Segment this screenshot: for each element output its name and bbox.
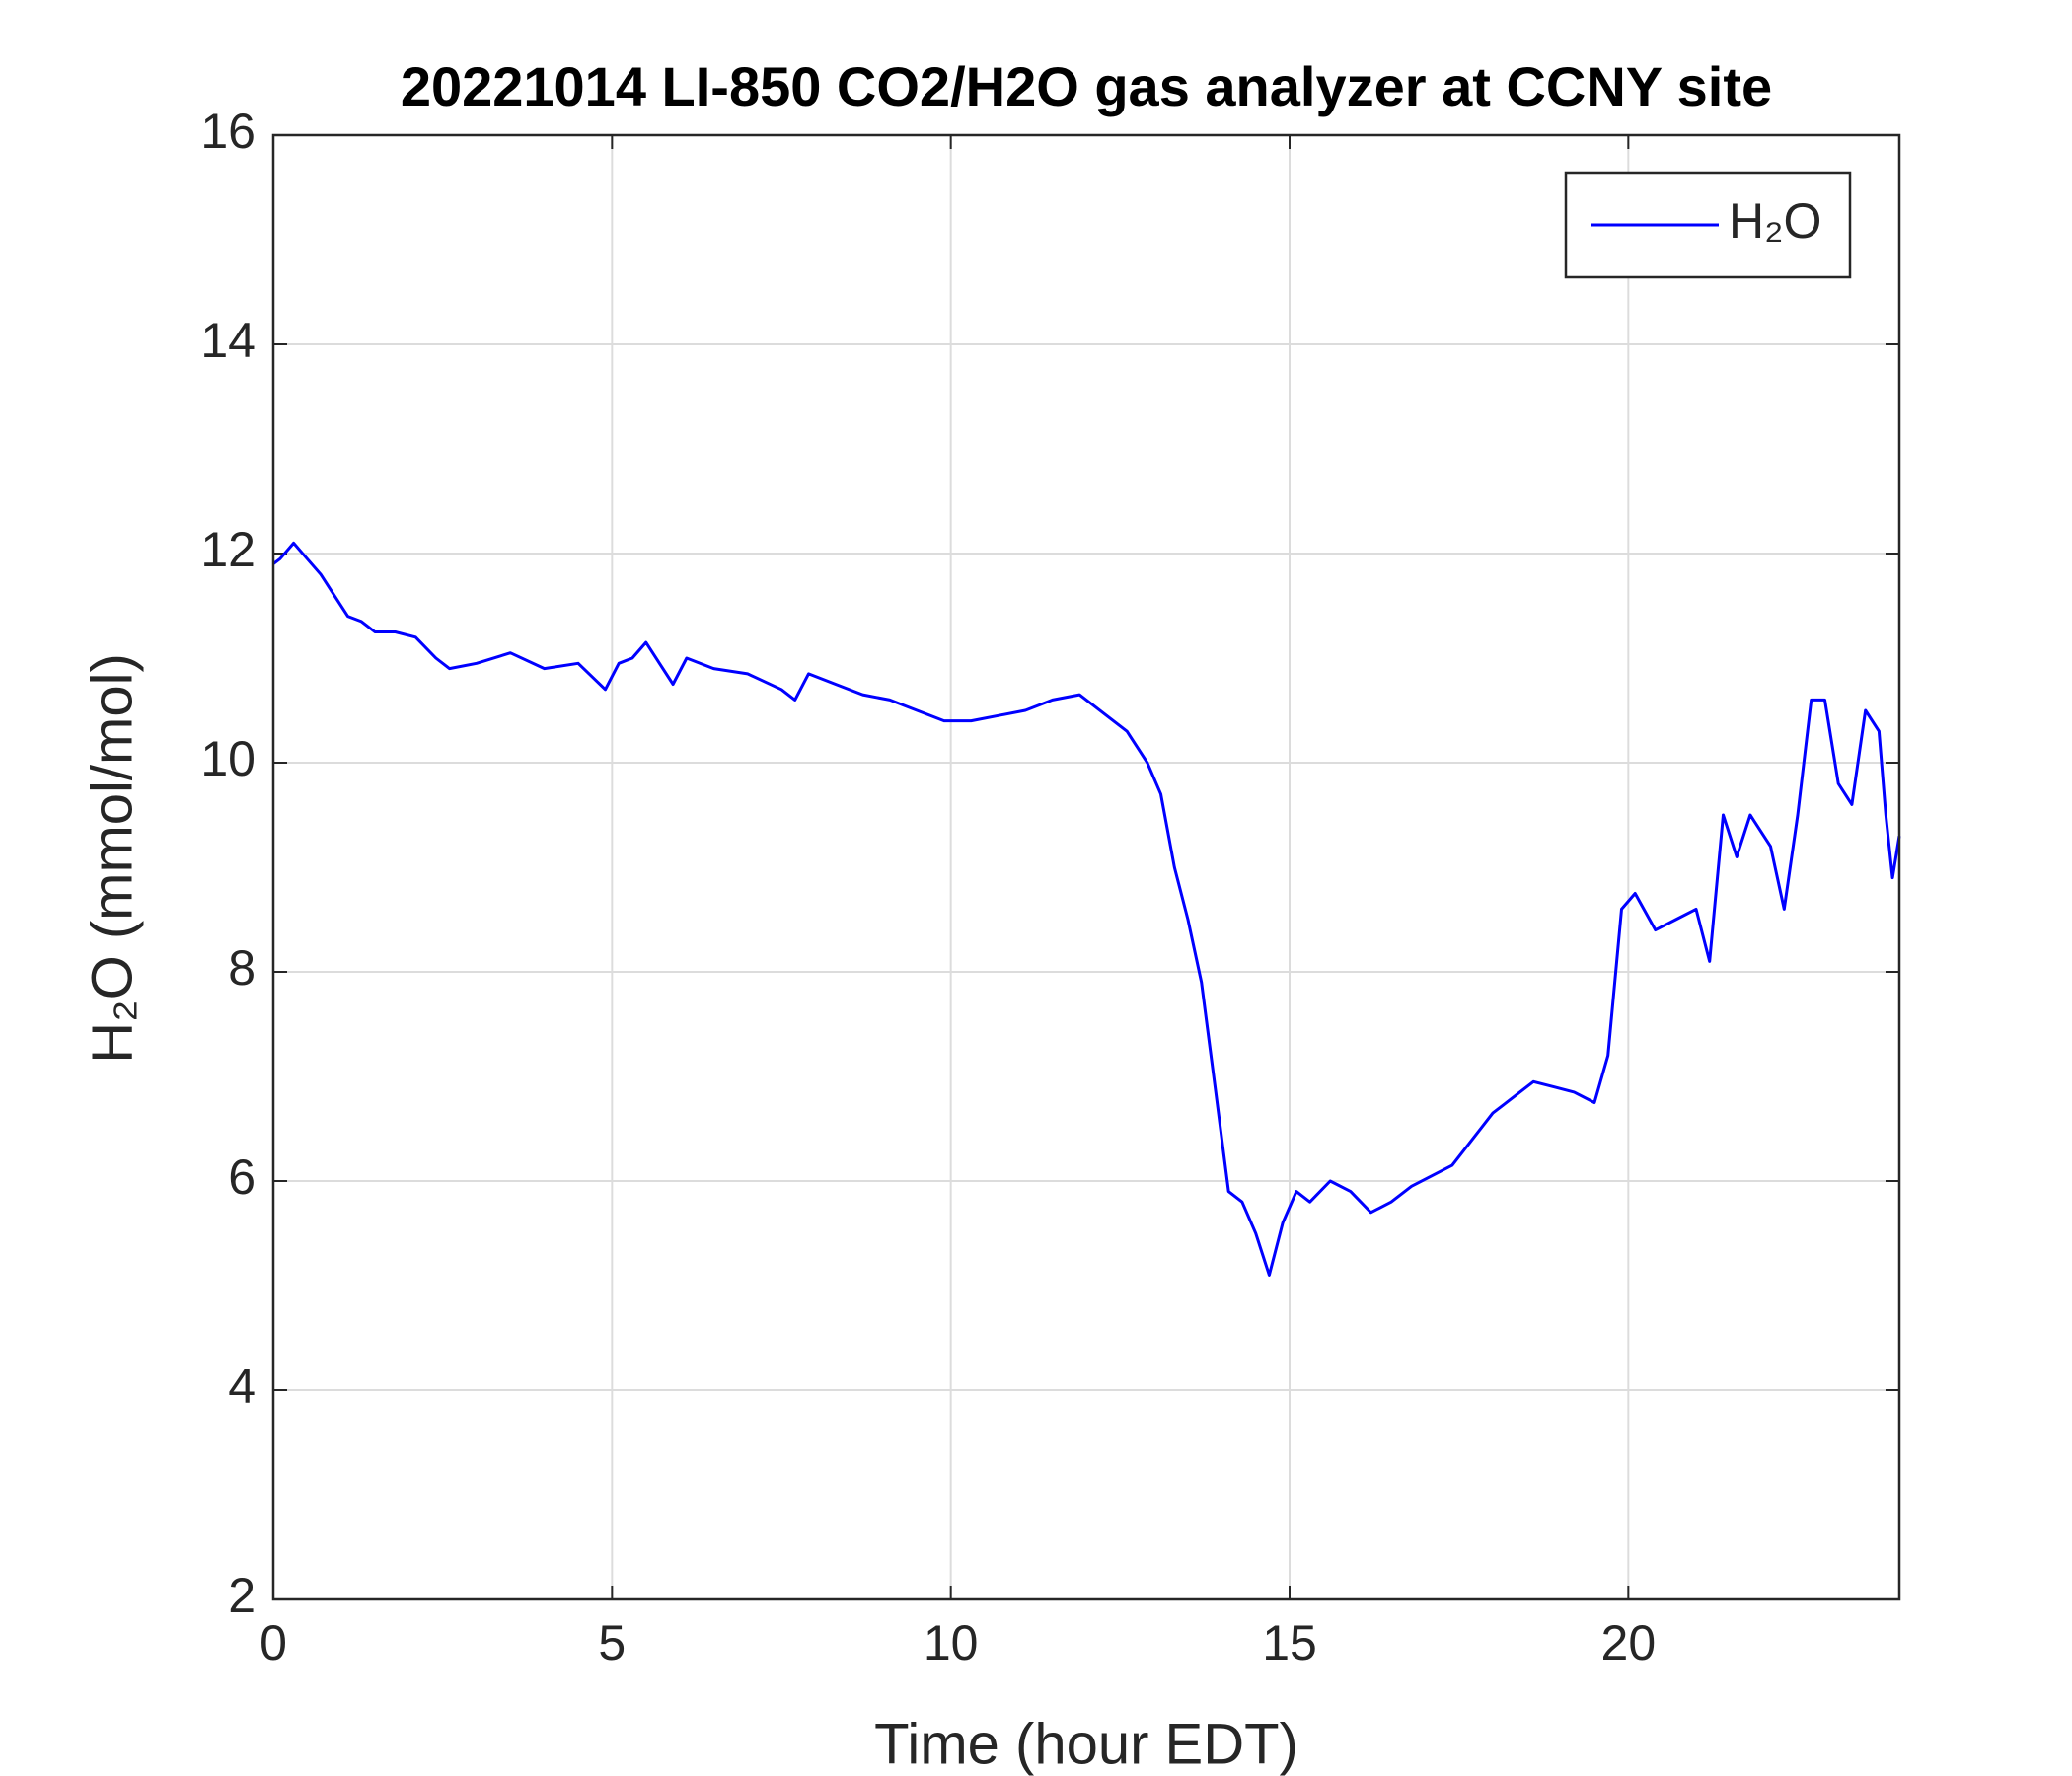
x-tick-label: 20: [1601, 1615, 1657, 1670]
y-tick-label: 12: [200, 522, 256, 577]
x-tick-label: 5: [598, 1615, 626, 1670]
x-tick-label: 15: [1262, 1615, 1317, 1670]
y-tick-label: 6: [228, 1149, 256, 1205]
y-tick-label: 10: [200, 731, 256, 786]
y-tick-label: 8: [228, 940, 256, 996]
chart-title: 20221014 LI-850 CO2/H2O gas analyzer at …: [401, 55, 1772, 117]
legend-label: H₂O: [1729, 193, 1821, 249]
x-axis-label: Time (hour EDT): [874, 1712, 1298, 1776]
y-axis-label: H₂O (mmol/mol): [80, 653, 144, 1064]
x-tick-label: 0: [259, 1615, 287, 1670]
plot-frame: [271, 133, 1901, 1601]
y-tick-label: 16: [200, 104, 256, 159]
y-tick-label: 2: [228, 1568, 256, 1623]
y-tick-label: 14: [200, 313, 256, 368]
y-tick-label: 4: [228, 1359, 256, 1414]
data-line: [272, 541, 1901, 1277]
x-tick-label: 10: [924, 1615, 979, 1670]
